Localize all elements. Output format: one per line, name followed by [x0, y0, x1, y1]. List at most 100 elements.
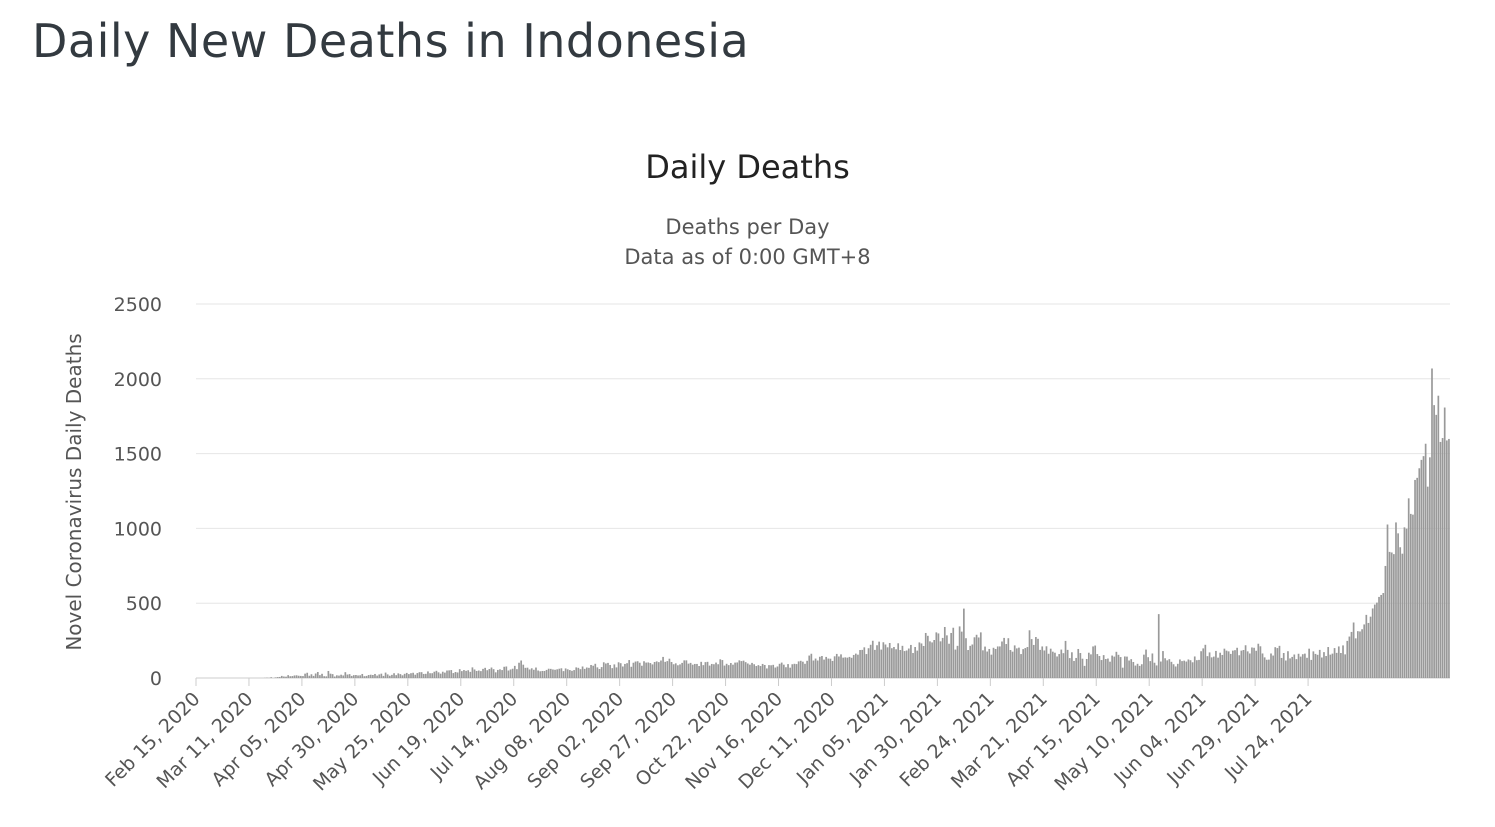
- bar: [871, 640, 874, 678]
- bar: [1128, 660, 1130, 678]
- bar: [492, 669, 495, 678]
- bar: [1363, 624, 1366, 678]
- bar: [1297, 653, 1300, 678]
- bar: [653, 661, 656, 678]
- bar: [876, 645, 878, 678]
- bar: [482, 668, 484, 678]
- bar: [833, 656, 836, 678]
- bar: [560, 668, 563, 678]
- bar: [1009, 650, 1012, 678]
- bar: [1115, 651, 1118, 678]
- bar: [1312, 651, 1315, 678]
- bar: [1075, 657, 1077, 678]
- bar: [804, 663, 806, 678]
- bar: [1390, 552, 1393, 678]
- bar: [1251, 647, 1253, 678]
- bar: [456, 672, 459, 678]
- bar: [846, 657, 849, 678]
- bar: [585, 667, 588, 678]
- bar: [1291, 656, 1294, 678]
- bar: [812, 660, 815, 678]
- bar: [1147, 657, 1149, 678]
- bar: [1166, 660, 1169, 678]
- bar: [1193, 656, 1196, 678]
- bar: [1346, 640, 1349, 678]
- bar: [556, 669, 558, 678]
- bar: [1187, 659, 1190, 678]
- bar: [1212, 656, 1215, 678]
- bar: [1092, 646, 1094, 678]
- bar: [852, 654, 855, 678]
- bar: [1215, 650, 1217, 678]
- bar: [1431, 368, 1433, 678]
- bar: [590, 664, 592, 678]
- x-tick-label: Jan 30, 2021: [845, 688, 946, 789]
- bar: [1172, 664, 1175, 678]
- bar: [598, 669, 601, 678]
- bar: [782, 664, 785, 678]
- bar: [1393, 554, 1395, 678]
- bar: [910, 644, 912, 678]
- bar: [662, 656, 664, 678]
- bar: [1111, 655, 1113, 678]
- bar: [1126, 656, 1128, 678]
- bar: [1437, 395, 1440, 678]
- bar: [772, 664, 775, 678]
- bar: [1073, 660, 1075, 678]
- bar: [1183, 660, 1185, 678]
- bar: [746, 663, 749, 678]
- bar: [948, 643, 950, 678]
- bar: [1003, 637, 1005, 678]
- bar: [1018, 647, 1020, 678]
- bar: [1054, 652, 1056, 678]
- bar: [1124, 656, 1126, 678]
- bar: [679, 664, 681, 678]
- y-tick-label: 2000: [114, 369, 162, 391]
- bar: [971, 644, 974, 678]
- bar: [918, 642, 921, 678]
- bar: [954, 649, 957, 678]
- bar: [1132, 661, 1135, 678]
- bar: [486, 670, 489, 678]
- bar: [287, 675, 289, 678]
- bar: [1117, 654, 1120, 678]
- bar: [382, 675, 385, 678]
- bar: [600, 667, 603, 678]
- bar: [818, 656, 821, 678]
- x-tick-label: Jun 29, 2021: [1162, 688, 1263, 789]
- bar: [922, 645, 925, 678]
- bar: [1244, 645, 1247, 678]
- bar: [691, 664, 694, 678]
- bar: [1263, 657, 1266, 678]
- bar: [1329, 654, 1332, 678]
- bar: [740, 661, 743, 678]
- bar: [647, 662, 650, 678]
- bar: [414, 674, 417, 678]
- bar: [581, 666, 584, 678]
- bar: [509, 669, 512, 678]
- bar: [1210, 657, 1213, 678]
- bar: [713, 664, 715, 678]
- bar: [1191, 662, 1194, 678]
- bar: [401, 675, 404, 678]
- bar: [641, 665, 643, 678]
- bar: [1081, 658, 1084, 678]
- bar: [1174, 666, 1177, 678]
- bar: [520, 660, 522, 678]
- bar: [1049, 648, 1052, 678]
- bar: [480, 671, 482, 678]
- bar: [893, 647, 895, 678]
- bar: [1420, 459, 1423, 678]
- bar: [1274, 647, 1277, 678]
- bar: [530, 668, 533, 678]
- bar: [1043, 650, 1046, 678]
- bar: [431, 673, 434, 678]
- bar: [757, 665, 760, 678]
- bar: [293, 675, 296, 678]
- bar: [503, 666, 506, 678]
- chart-subtitle-line-2: Data as of 0:00 GMT+8: [624, 245, 871, 269]
- bar: [621, 666, 624, 678]
- bar: [1352, 622, 1355, 678]
- bar: [1229, 653, 1232, 678]
- bar: [636, 661, 639, 678]
